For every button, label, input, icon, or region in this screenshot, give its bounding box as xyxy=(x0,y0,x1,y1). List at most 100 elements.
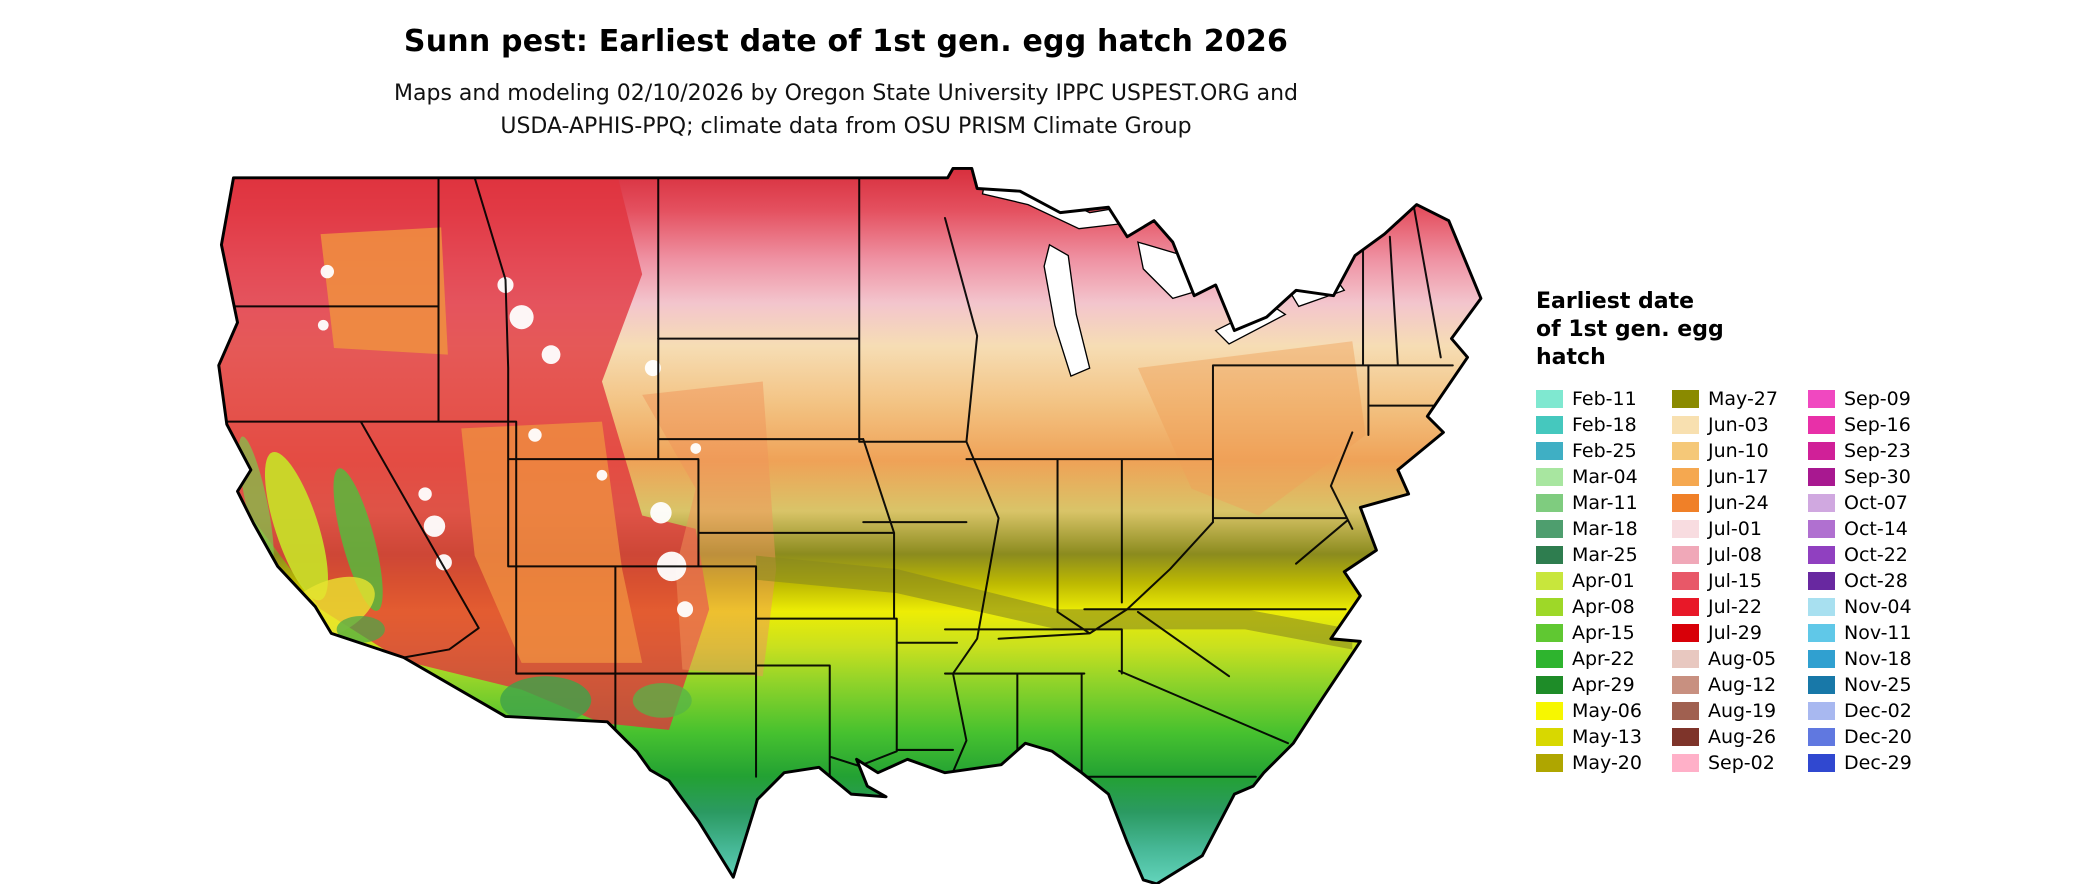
legend-label: Jul-29 xyxy=(1708,622,1762,644)
legend-item: May-06 xyxy=(1536,698,1662,724)
legend-item: Nov-25 xyxy=(1808,672,1934,698)
legend-item: Feb-11 xyxy=(1536,386,1662,412)
legend-item: Apr-01 xyxy=(1536,568,1662,594)
legend-swatch xyxy=(1536,624,1563,642)
legend-title-line-3: hatch xyxy=(1536,345,1606,370)
legend-swatch xyxy=(1672,390,1699,408)
legend-swatch xyxy=(1808,650,1835,668)
state-borders-midwest-south xyxy=(895,216,1257,782)
page-title: Sunn pest: Earliest date of 1st gen. egg… xyxy=(403,24,1289,59)
legend-label: Jul-22 xyxy=(1708,596,1762,618)
legend-swatch xyxy=(1672,468,1699,486)
legend-item: Dec-29 xyxy=(1808,750,1934,776)
legend-label: Dec-29 xyxy=(1844,752,1912,774)
legend-label: Oct-22 xyxy=(1844,544,1908,566)
legend-item: Dec-02 xyxy=(1808,698,1934,724)
legend-label: Jun-10 xyxy=(1708,440,1769,462)
legend-item: Dec-20 xyxy=(1808,724,1934,750)
legend-swatch xyxy=(1672,676,1699,694)
legend-swatch xyxy=(1808,702,1835,720)
legend-label: Nov-11 xyxy=(1844,622,1912,644)
legend-item: Aug-12 xyxy=(1672,672,1798,698)
legend-item: Aug-05 xyxy=(1672,646,1798,672)
legend-swatch xyxy=(1808,546,1835,564)
legend-swatch xyxy=(1536,676,1563,694)
legend-swatch xyxy=(1672,624,1699,642)
legend-label: Mar-18 xyxy=(1572,518,1638,540)
legend-swatch xyxy=(1672,728,1699,746)
legend-item: Aug-19 xyxy=(1672,698,1798,724)
legend-title: Earliest date of 1st gen. egg hatch xyxy=(1536,288,1956,372)
legend-label: Aug-19 xyxy=(1708,700,1777,722)
legend-swatch xyxy=(1672,702,1699,720)
legend-swatch xyxy=(1808,676,1835,694)
legend-label: May-13 xyxy=(1572,726,1642,748)
legend-column-2: May-27 Jun-03 Jun-10 Jun-17 Jun-24 Jul-01 Jul-… xyxy=(1672,386,1798,776)
legend-label: Jun-03 xyxy=(1708,414,1769,436)
olive-band xyxy=(756,555,1353,650)
legend-item: Jul-29 xyxy=(1672,620,1798,646)
legend-swatch xyxy=(1808,728,1835,746)
legend-item: Oct-22 xyxy=(1808,542,1934,568)
legend-label: Oct-28 xyxy=(1844,570,1908,592)
legend-label: Feb-18 xyxy=(1572,414,1637,436)
map-legend: Earliest date of 1st gen. egg hatch Feb-… xyxy=(1536,288,1956,776)
map-subtitle: Maps and modeling 02/10/2026 by Oregon S… xyxy=(0,77,1692,143)
legend-item: Nov-11 xyxy=(1808,620,1934,646)
legend-item: Jul-01 xyxy=(1672,516,1798,542)
legend-label: Mar-11 xyxy=(1572,492,1638,514)
legend-title-line-2: of 1st gen. egg xyxy=(1536,317,1724,342)
legend-item: May-20 xyxy=(1536,750,1662,776)
legend-item: Jul-22 xyxy=(1672,594,1798,620)
legend-label: Dec-02 xyxy=(1844,700,1912,722)
state-borders-west xyxy=(218,176,758,778)
legend-label: Mar-04 xyxy=(1572,466,1638,488)
legend-label: Nov-18 xyxy=(1844,648,1912,670)
legend-label: Oct-07 xyxy=(1844,492,1908,514)
legend-swatch xyxy=(1536,546,1563,564)
legend-label: Dec-20 xyxy=(1844,726,1912,748)
legend-label: Sep-09 xyxy=(1844,388,1911,410)
legend-swatch xyxy=(1672,754,1699,772)
legend-swatch xyxy=(1536,442,1563,460)
legend-column-1: Feb-11 Feb-18 Feb-25 Mar-04 Mar-11 Mar-18 Mar-… xyxy=(1536,386,1662,776)
legend-swatch xyxy=(1808,390,1835,408)
legend-swatch xyxy=(1536,416,1563,434)
legend-item: May-13 xyxy=(1536,724,1662,750)
legend-item: Apr-22 xyxy=(1536,646,1662,672)
legend-swatch xyxy=(1808,442,1835,460)
legend-item: Jun-24 xyxy=(1672,490,1798,516)
legend-swatch xyxy=(1672,494,1699,512)
legend-swatch xyxy=(1808,494,1835,512)
legend-swatch xyxy=(1536,728,1563,746)
legend-item: Oct-07 xyxy=(1808,490,1934,516)
legend-item: Nov-04 xyxy=(1808,594,1934,620)
legend-label: Jul-01 xyxy=(1708,518,1762,540)
legend-item: Sep-23 xyxy=(1808,438,1934,464)
legend-item: Feb-18 xyxy=(1536,412,1662,438)
legend-item: Jun-17 xyxy=(1672,464,1798,490)
map-area xyxy=(200,167,1493,884)
legend-item: Jul-08 xyxy=(1672,542,1798,568)
legend-swatch xyxy=(1672,546,1699,564)
map-header: Sunn pest: Earliest date of 1st gen. egg… xyxy=(0,24,1692,143)
legend-label: Feb-11 xyxy=(1572,388,1637,410)
legend-item: Aug-26 xyxy=(1672,724,1798,750)
legend-label: Apr-29 xyxy=(1572,674,1635,696)
legend-label: May-20 xyxy=(1572,752,1642,774)
legend-label: Jul-15 xyxy=(1708,570,1762,592)
legend-label: Apr-01 xyxy=(1572,570,1635,592)
us-landmass xyxy=(218,168,1481,884)
legend-swatch xyxy=(1672,572,1699,590)
legend-label: Aug-12 xyxy=(1708,674,1777,696)
legend-item: Mar-25 xyxy=(1536,542,1662,568)
legend-swatch xyxy=(1536,702,1563,720)
legend-label: May-27 xyxy=(1708,388,1778,410)
legend-swatch xyxy=(1536,468,1563,486)
legend-label: Sep-23 xyxy=(1844,440,1911,462)
us-outline xyxy=(217,167,1483,884)
legend-label: Apr-22 xyxy=(1572,648,1635,670)
legend-label: Nov-04 xyxy=(1844,596,1912,618)
legend-label: Apr-08 xyxy=(1572,596,1635,618)
legend-swatch xyxy=(1536,572,1563,590)
